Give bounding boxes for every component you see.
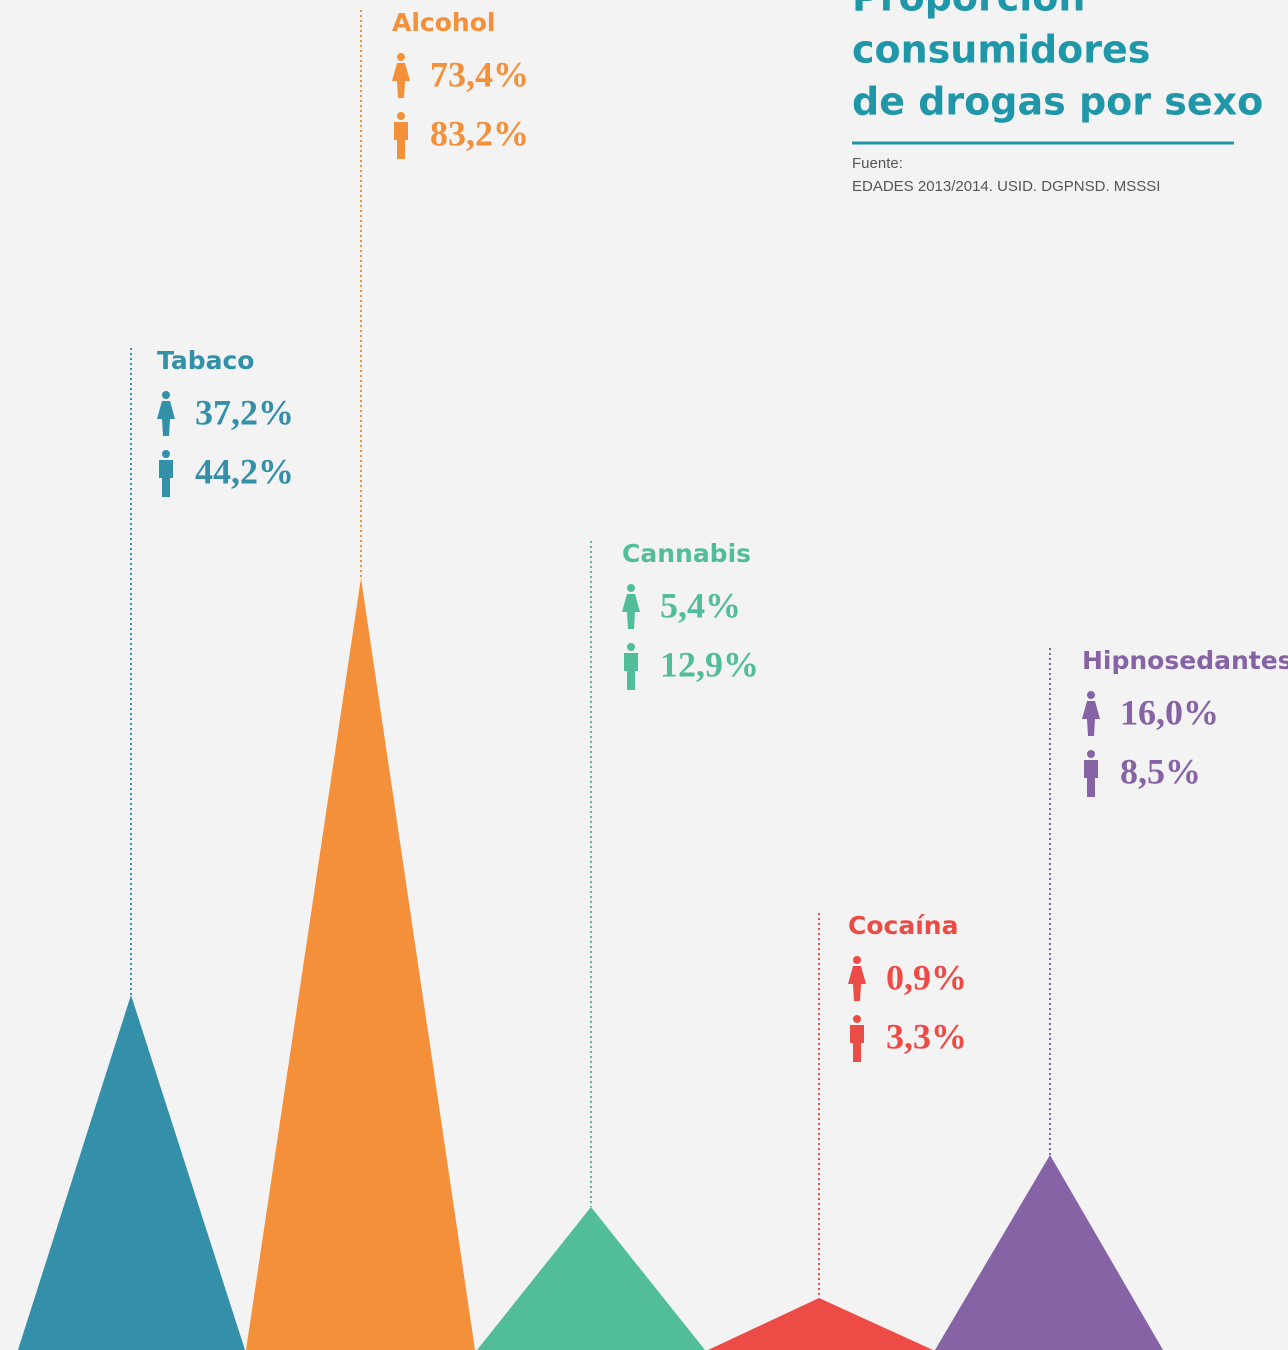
man-icon-head xyxy=(397,112,405,120)
title-line: consumidores xyxy=(852,28,1150,72)
man-icon-head xyxy=(853,1015,861,1023)
peak-triangle xyxy=(18,995,245,1350)
men-value: 83,2% xyxy=(430,113,529,153)
man-icon-head xyxy=(627,643,635,651)
women-value: 37,2% xyxy=(195,392,294,432)
peak-triangle xyxy=(477,1207,705,1350)
title-line: Proporción xyxy=(852,0,1085,20)
woman-icon-body xyxy=(392,63,410,98)
man-icon-body xyxy=(624,653,638,690)
category-group: Alcohol 73,4% 83,2% xyxy=(246,8,529,1350)
women-value: 16,0% xyxy=(1120,692,1219,732)
source-label: Fuente: xyxy=(852,155,903,172)
category-group: Cannabis 5,4% 12,9% xyxy=(477,539,759,1350)
woman-icon-body xyxy=(848,966,866,1001)
category-name: Hipnosedantes xyxy=(1082,646,1288,675)
men-value: 3,3% xyxy=(886,1016,967,1056)
category-name: Cannabis xyxy=(622,539,751,568)
peak-triangle xyxy=(246,578,475,1350)
source: EDADES 2013/2014. USID. DGPNSD. MSSSI xyxy=(852,178,1160,195)
peak-triangle xyxy=(708,1298,933,1350)
man-icon-body xyxy=(159,460,173,497)
title-line: de drogas por sexo xyxy=(852,80,1263,124)
women-value: 0,9% xyxy=(886,957,967,997)
man-icon-head xyxy=(1087,750,1095,758)
category-name: Tabaco xyxy=(157,346,254,375)
woman-icon-head xyxy=(1087,691,1095,699)
women-value: 73,4% xyxy=(430,54,529,94)
category-group: Cocaína 0,9% 3,3% xyxy=(708,911,967,1350)
man-icon-body xyxy=(394,122,408,159)
peak-triangle xyxy=(935,1155,1163,1350)
man-icon-body xyxy=(1084,760,1098,797)
men-value: 44,2% xyxy=(195,451,294,491)
woman-icon-body xyxy=(1082,701,1100,736)
category-name: Alcohol xyxy=(392,8,495,37)
woman-icon-body xyxy=(622,594,640,629)
category-group: Hipnosedantes 16,0% 8,5% xyxy=(935,646,1288,1350)
woman-icon-head xyxy=(627,584,635,592)
woman-icon-body xyxy=(157,401,175,436)
woman-icon-head xyxy=(853,956,861,964)
women-value: 5,4% xyxy=(660,585,741,625)
woman-icon-head xyxy=(162,391,170,399)
category-name: Cocaína xyxy=(848,911,958,940)
man-icon-body xyxy=(850,1025,864,1062)
woman-icon-head xyxy=(397,53,405,61)
man-icon-head xyxy=(162,450,170,458)
category-group: Tabaco 37,2% 44,2% xyxy=(18,346,294,1350)
men-value: 12,9% xyxy=(660,644,759,684)
men-value: 8,5% xyxy=(1120,751,1201,791)
